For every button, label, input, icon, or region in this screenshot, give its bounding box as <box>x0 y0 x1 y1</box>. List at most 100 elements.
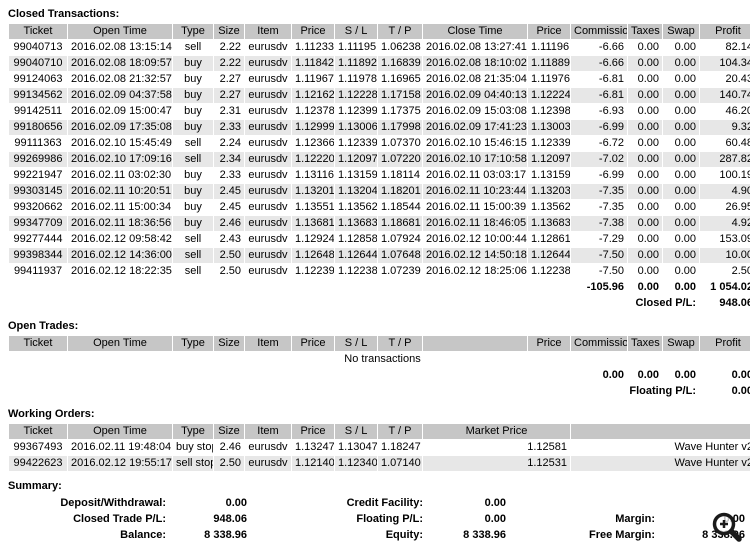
cell: 1.17158 <box>378 88 422 103</box>
cell: -6.81 <box>571 88 627 103</box>
cell: 1.13159 <box>531 169 570 181</box>
cell: 1.12858 <box>338 233 377 245</box>
cell: 20.43 <box>725 73 750 85</box>
cell: 1.12228 <box>335 88 377 103</box>
cell: 1.13006 <box>335 120 377 135</box>
cell: eurusdv <box>248 137 288 149</box>
cell: eurusdv <box>248 201 288 213</box>
column-header: Commission <box>571 336 627 351</box>
totals-spacer <box>9 280 570 295</box>
cell: 9.32 <box>700 120 750 135</box>
cell: 0.00 <box>637 233 659 245</box>
cell: 0.00 <box>674 41 696 53</box>
totals-spacer <box>9 368 570 383</box>
column-header: Swap <box>663 24 699 39</box>
column-header: Ticket <box>9 424 67 439</box>
cell: 1.11967 <box>295 73 334 85</box>
cell: buy <box>173 120 213 135</box>
cell: 1.11889 <box>528 56 570 71</box>
cell: 2016.02.08 18:10:02 <box>423 56 527 71</box>
cell: 0.00 <box>663 152 699 167</box>
cell: 2016.02.08 13:15:14 <box>71 41 172 53</box>
cell: 140.74 <box>700 88 750 103</box>
cell: 2.27 <box>214 88 244 103</box>
cell: buy <box>184 105 202 117</box>
transaction-row: 99303145 2016.02.11 10:20:51 buy 2.45 eurusd… <box>9 184 750 199</box>
cell: 2016.02.11 19:48:04 <box>71 441 172 453</box>
cell: 1.07370 <box>381 137 421 149</box>
cell: 99277444 <box>13 233 63 245</box>
cell: 0.00 <box>674 201 696 213</box>
cell: 0.00 <box>628 120 662 135</box>
total-value: 1 054.02 <box>710 281 750 293</box>
cell: sell <box>173 248 213 263</box>
cell: -7.50 <box>598 265 624 277</box>
cell: 1.13204 <box>335 184 377 199</box>
summary-row: Closed Trade P/L: 948.06 Floating P/L: 0.00… <box>9 512 748 527</box>
cell: 2.33 <box>219 169 241 181</box>
cell: 1.12378 <box>295 105 334 117</box>
column-header: Type <box>173 24 213 39</box>
cell: 1.13683 <box>335 216 377 231</box>
cell: 0.00 <box>637 41 659 53</box>
market-price-cell: 1.12531 <box>423 456 570 471</box>
cell: 1.13201 <box>292 184 334 199</box>
cell: 2016.02.11 15:00:39 <box>426 201 527 213</box>
cell: 2016.02.09 04:40:13 <box>423 88 527 103</box>
cell: 1.12999 <box>292 120 334 135</box>
cell: eurusdv <box>248 233 288 245</box>
empty-row: No transactions <box>9 352 750 367</box>
order-row: 99422623 2016.02.12 19:55:17 sell stop 2.50… <box>9 456 750 471</box>
cell: 1.07924 <box>381 233 421 245</box>
cell: 2016.02.12 10:00:44 <box>426 233 527 245</box>
cell: 2.22 <box>214 56 244 71</box>
no-transactions-cell: No transactions <box>344 353 421 365</box>
zoom-in-icon[interactable] <box>710 510 744 544</box>
column-header: Ticket <box>9 336 67 351</box>
cell: 4.90 <box>700 184 750 199</box>
cell: 4.92 <box>700 216 750 231</box>
cell: 1.12398 <box>531 105 570 117</box>
cell: 0.00 <box>674 265 696 277</box>
cell: -6.66 <box>571 56 627 71</box>
cell: 0.00 <box>637 73 659 85</box>
total-value: 0.00 <box>637 369 659 381</box>
cell: eurusdv <box>245 120 291 135</box>
cell: 2.27 <box>219 73 241 85</box>
cell: buy <box>173 184 213 199</box>
column-header: S / L <box>335 424 377 439</box>
totals-row: -105.96 0.00 0.00 1 054.02 <box>9 280 750 295</box>
cell: 99040713 <box>13 41 63 53</box>
cell: 1.12140 <box>292 456 334 471</box>
summary-label: Floating P/L: <box>356 513 423 525</box>
cell: 1.13003 <box>528 120 570 135</box>
cell: buy <box>173 88 213 103</box>
column-header: Price <box>528 336 570 351</box>
column-header-blank <box>571 424 750 439</box>
cell: 2016.02.12 14:36:00 <box>68 248 172 263</box>
cell: eurusdv <box>245 56 291 71</box>
cell: 0.00 <box>637 137 659 149</box>
cell: 1.11195 <box>338 41 377 53</box>
cell: 2.31 <box>219 105 241 117</box>
column-header: S / L <box>335 336 377 351</box>
summary-label: Margin: <box>615 513 655 525</box>
cell: 1.12238 <box>531 265 570 277</box>
cell: 2016.02.12 09:58:42 <box>71 233 172 245</box>
cell: 1.12224 <box>528 88 570 103</box>
closed-transactions-title: Closed Transactions: <box>8 8 120 20</box>
summary-label: Credit Facility: <box>346 497 423 509</box>
column-header: Size <box>214 336 244 351</box>
cell: 99411937 <box>13 265 63 277</box>
cell: 2016.02.09 17:35:08 <box>68 120 172 135</box>
cell: 1.12097 <box>528 152 570 167</box>
cell: 2016.02.09 15:03:08 <box>426 105 527 117</box>
cell: 2.46 <box>219 441 241 453</box>
cell: 1.11976 <box>531 73 570 85</box>
cell: 99134562 <box>9 88 67 103</box>
totals-row: 0.00 0.00 0.00 0.00 <box>9 368 750 383</box>
